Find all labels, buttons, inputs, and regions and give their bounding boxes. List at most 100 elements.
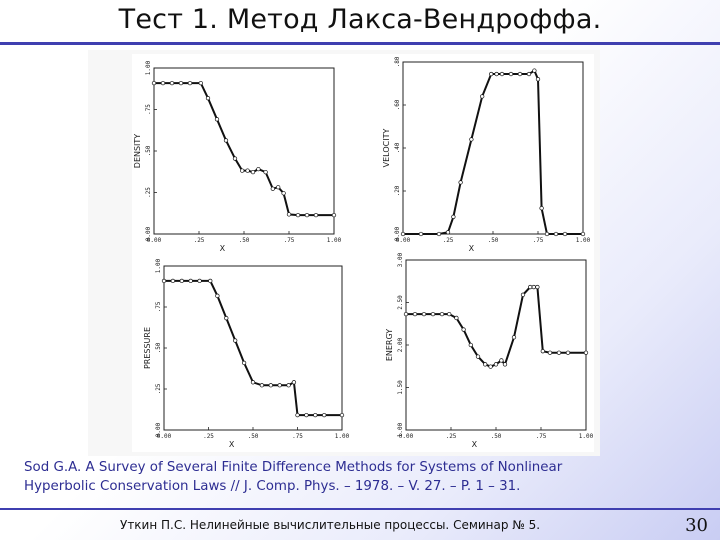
data-point bbox=[531, 284, 536, 290]
data-point bbox=[451, 214, 456, 219]
data-point bbox=[208, 278, 213, 284]
y-axis-label: VELOCITY bbox=[382, 129, 391, 168]
data-point bbox=[520, 292, 526, 297]
x-tick-label: .75 bbox=[536, 433, 547, 440]
data-point bbox=[214, 117, 220, 122]
data-point bbox=[489, 71, 494, 77]
figure-page bbox=[132, 54, 594, 452]
data-point bbox=[313, 412, 318, 418]
data-point bbox=[250, 380, 256, 385]
x-axis-label: X bbox=[472, 440, 478, 449]
data-point bbox=[270, 186, 275, 191]
data-point bbox=[198, 80, 203, 86]
chart-panel-1: 0.00 .25 .50 .75 1.00 1.00 .75 .50 .25 0.00 X DENSI… bbox=[133, 60, 342, 253]
x-tick-label: .50 bbox=[491, 433, 502, 440]
data-point bbox=[526, 71, 532, 77]
x-tick-label: 1.00 bbox=[335, 433, 350, 440]
data-point bbox=[313, 212, 319, 218]
data-point bbox=[439, 311, 445, 317]
data-point bbox=[562, 231, 568, 237]
data-point bbox=[494, 71, 499, 77]
chart-panel-4: 0.00 .25 .50 .75 1.00 3.00 2.50 2.00 1.50 1.00 X EN… bbox=[385, 252, 594, 449]
figure-svg: 0.00 .25 .50 .75 1.00 1.00 .75 .50 .25 0.00 X DENSI… bbox=[132, 54, 594, 452]
data-point bbox=[565, 350, 571, 355]
x-tick-label: .75 bbox=[533, 237, 544, 244]
data-point bbox=[458, 180, 463, 185]
y-axis-label: PRESSURE bbox=[143, 327, 152, 369]
data-point bbox=[232, 156, 238, 161]
data-point bbox=[169, 80, 175, 86]
y-tick-label: .75 bbox=[155, 301, 162, 312]
x-axis-label: X bbox=[220, 244, 226, 253]
x-tick-label: 0.00 bbox=[399, 433, 414, 440]
footer-divider bbox=[0, 508, 720, 510]
data-point bbox=[276, 185, 281, 190]
data-point bbox=[483, 362, 488, 367]
data-point bbox=[469, 137, 474, 142]
footer-text: Уткин П.С. Нелинейные вычислительные про… bbox=[120, 518, 541, 532]
x-tick-label: .50 bbox=[248, 433, 259, 440]
data-point bbox=[508, 71, 514, 77]
y-tick-label: 2.00 bbox=[397, 337, 404, 352]
data-point bbox=[430, 311, 436, 317]
data-point bbox=[259, 383, 265, 388]
data-point bbox=[480, 94, 485, 99]
data-point bbox=[178, 80, 184, 86]
data-point bbox=[517, 71, 523, 77]
data-point bbox=[241, 360, 247, 366]
data-point bbox=[539, 206, 544, 211]
data-point bbox=[170, 278, 176, 284]
y-tick-label: 2.50 bbox=[397, 295, 404, 310]
data-point bbox=[454, 315, 459, 321]
y-tick-label: 0.00 bbox=[394, 226, 401, 241]
x-tick-label: 0.00 bbox=[147, 237, 162, 244]
data-point bbox=[547, 350, 553, 355]
data-point bbox=[400, 231, 406, 237]
data-point bbox=[197, 278, 202, 284]
data-point bbox=[421, 311, 427, 317]
data-point bbox=[403, 311, 409, 317]
data-point bbox=[205, 96, 211, 101]
data-point bbox=[268, 383, 273, 388]
data-point bbox=[233, 338, 238, 343]
y-axis-label: ENERGY bbox=[385, 329, 394, 361]
x-tick-label: 1.00 bbox=[579, 433, 594, 440]
data-point bbox=[322, 412, 327, 418]
title-divider bbox=[0, 42, 720, 45]
data-point bbox=[532, 68, 537, 73]
data-point bbox=[412, 311, 418, 317]
x-tick-label: .75 bbox=[292, 433, 303, 440]
y-tick-label: 1.50 bbox=[397, 380, 404, 395]
data-point bbox=[511, 335, 517, 340]
x-tick-label: 1.00 bbox=[576, 237, 591, 244]
data-point bbox=[295, 412, 300, 418]
y-tick-label: .40 bbox=[394, 142, 401, 153]
y-tick-label: .50 bbox=[155, 342, 162, 353]
figure-sod-results: 0.00 .25 .50 .75 1.00 1.00 .75 .50 .25 0.00 X DENSI… bbox=[88, 50, 600, 456]
x-tick-label: .50 bbox=[239, 237, 250, 244]
data-point bbox=[436, 231, 442, 237]
y-tick-label: 0.00 bbox=[155, 422, 162, 437]
y-tick-label: 1.00 bbox=[397, 422, 404, 437]
data-point bbox=[447, 311, 452, 317]
y-axis-label: DENSITY bbox=[133, 134, 142, 169]
data-point bbox=[256, 166, 261, 172]
data-point bbox=[151, 80, 157, 86]
chart-panel-3: 0.00 .25 .50 .75 1.00 1.00 .75 .50 .25 0.00 X PRESS… bbox=[143, 258, 350, 449]
data-point bbox=[245, 168, 250, 173]
data-point bbox=[286, 383, 291, 388]
y-tick-label: 0.00 bbox=[145, 226, 152, 241]
x-tick-label: 1.00 bbox=[327, 237, 342, 244]
x-axis-label: X bbox=[229, 440, 235, 449]
caption-line-2: Hyperbolic Conservation Laws // J. Comp.… bbox=[24, 479, 521, 494]
data-point bbox=[556, 350, 562, 355]
data-point bbox=[418, 231, 424, 237]
x-tick-label: 0.00 bbox=[396, 237, 411, 244]
y-tick-label: 1.00 bbox=[145, 60, 152, 75]
data-point bbox=[187, 80, 193, 86]
y-tick-label: .50 bbox=[145, 145, 152, 156]
y-tick-label: 3.00 bbox=[397, 252, 404, 267]
x-tick-label: .25 bbox=[443, 237, 454, 244]
x-tick-label: .25 bbox=[446, 433, 457, 440]
x-tick-label: 0.00 bbox=[157, 433, 172, 440]
